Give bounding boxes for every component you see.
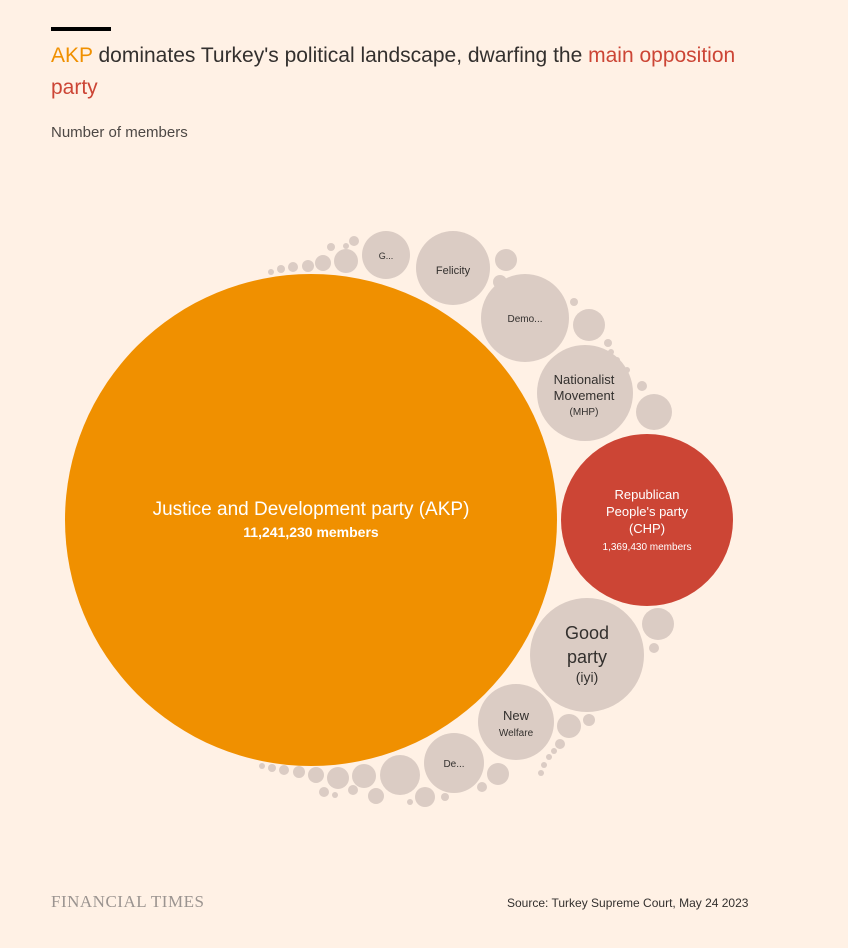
minor-party-bubble xyxy=(538,770,544,776)
minor-party-bubble xyxy=(441,793,449,801)
minor-party-bubble xyxy=(642,608,674,640)
title-middle: dominates Turkey's political landscape, … xyxy=(92,44,589,67)
minor-party-bubble xyxy=(557,714,581,738)
minor-party-bubble xyxy=(495,249,517,271)
minor-party-bubble xyxy=(636,394,672,430)
minor-party-bubble xyxy=(551,748,557,754)
bubble-de xyxy=(424,733,484,793)
mhp-label-line: Nationalist xyxy=(554,372,615,387)
minor-party-bubble xyxy=(327,243,335,251)
minor-party-bubble xyxy=(407,799,413,805)
ft-logo: FINANCIAL TIMES xyxy=(51,892,205,911)
minor-party-bubble xyxy=(277,265,285,273)
minor-party-bubble xyxy=(637,381,647,391)
minor-party-bubble xyxy=(293,766,305,778)
minor-party-bubble xyxy=(288,262,298,272)
chp-label-line: (CHP) xyxy=(629,521,665,536)
bubble-justice-and-development-party-akp xyxy=(65,274,557,766)
minor-party-bubble xyxy=(555,739,565,749)
akp-value-label: 11,241,230 members xyxy=(243,524,379,540)
chart-title: AKP dominates Turkey's political landsca… xyxy=(51,40,771,104)
chp-label-line: Republican xyxy=(614,487,679,502)
minor-party-bubble xyxy=(259,763,265,769)
demo-label: Demo... xyxy=(507,314,542,325)
minor-party-bubble xyxy=(380,755,420,795)
bubble-demo xyxy=(481,274,569,362)
minor-party-bubble xyxy=(334,249,358,273)
minor-party-bubble xyxy=(493,275,507,289)
minor-party-bubble xyxy=(343,243,349,249)
minor-party-bubble xyxy=(352,764,376,788)
minor-party-bubble xyxy=(268,764,276,772)
minor-party-bubble xyxy=(487,763,509,785)
minor-party-bubble xyxy=(608,349,614,355)
title-highlight-akp: AKP xyxy=(51,44,93,67)
new-welfare-label: New xyxy=(503,708,530,723)
title-highlight-chp: main opposition party xyxy=(51,44,736,99)
chp-value-label: 1,369,430 members xyxy=(603,542,692,553)
minor-party-bubble xyxy=(649,643,659,653)
top-rule xyxy=(51,27,111,31)
minor-party-bubble xyxy=(349,236,359,246)
mhp-sub-label: (MHP) xyxy=(570,407,599,418)
bubble-g xyxy=(362,231,410,279)
minor-party-bubble xyxy=(302,260,314,272)
minor-party-bubble xyxy=(546,754,552,760)
bubble-new-welfare xyxy=(478,684,554,760)
minor-party-bubble xyxy=(415,787,435,807)
chart-subtitle: Number of members xyxy=(51,124,188,141)
good-party-label-line: Good xyxy=(565,623,609,643)
minor-party-bubble xyxy=(268,269,274,275)
minor-party-bubble xyxy=(315,255,331,271)
minor-party-bubble xyxy=(368,788,384,804)
chp-label-line: People's party xyxy=(606,504,688,519)
source-note: Source: Turkey Supreme Court, May 24 202… xyxy=(507,896,749,910)
bubble-felicity xyxy=(416,231,490,305)
g-label: G... xyxy=(379,251,394,261)
mhp-label-line: Movement xyxy=(554,388,615,403)
minor-party-bubble xyxy=(604,339,612,347)
de-label: De... xyxy=(443,759,464,770)
minor-party-bubble xyxy=(279,765,289,775)
minor-party-bubble xyxy=(319,787,329,797)
akp-label: Justice and Development party (AKP) xyxy=(153,499,470,520)
minor-party-bubble xyxy=(573,309,605,341)
minor-party-bubble xyxy=(348,785,358,795)
felicity-label: Felicity xyxy=(436,265,471,277)
minor-party-bubble xyxy=(332,792,338,798)
bubble-nationalist-movement-mhp xyxy=(537,345,633,441)
new-welfare-sub-label: Welfare xyxy=(499,728,534,739)
minor-party-bubble xyxy=(308,767,324,783)
minor-party-bubble xyxy=(541,762,547,768)
good-party-label-line: party xyxy=(567,647,607,667)
bubble-good-party-i-yi xyxy=(530,598,644,712)
minor-party-bubble xyxy=(327,767,349,789)
bubble-republican-people-s-party-chp xyxy=(561,434,733,606)
minor-party-bubble xyxy=(477,782,487,792)
minor-party-bubble xyxy=(570,298,578,306)
minor-party-bubble xyxy=(583,714,595,726)
good-party-sub-label: (iyi) xyxy=(576,669,599,685)
minor-party-bubble xyxy=(624,367,630,373)
minor-party-bubble xyxy=(614,357,620,363)
